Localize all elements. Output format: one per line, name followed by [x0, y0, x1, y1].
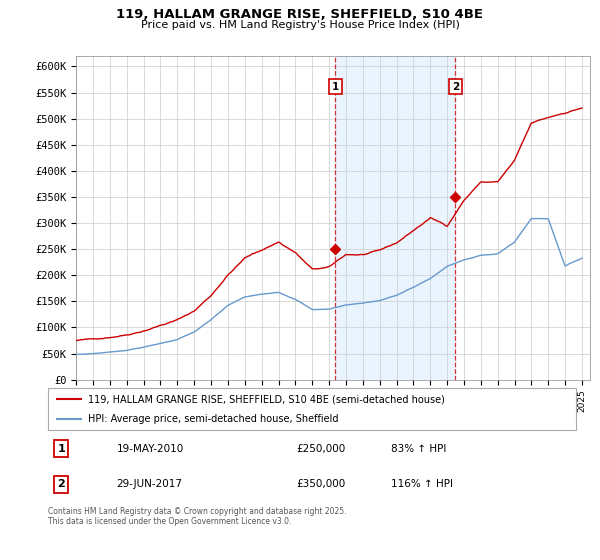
Text: Price paid vs. HM Land Registry's House Price Index (HPI): Price paid vs. HM Land Registry's House …: [140, 20, 460, 30]
Text: 1: 1: [332, 82, 339, 92]
Text: 2: 2: [452, 82, 459, 92]
Text: 119, HALLAM GRANGE RISE, SHEFFIELD, S10 4BE: 119, HALLAM GRANGE RISE, SHEFFIELD, S10 …: [116, 8, 484, 21]
Text: £250,000: £250,000: [296, 444, 346, 454]
Text: 116% ↑ HPI: 116% ↑ HPI: [391, 479, 453, 489]
Text: Contains HM Land Registry data © Crown copyright and database right 2025.
This d: Contains HM Land Registry data © Crown c…: [48, 507, 347, 526]
Text: 19-MAY-2010: 19-MAY-2010: [116, 444, 184, 454]
Text: 29-JUN-2017: 29-JUN-2017: [116, 479, 182, 489]
Text: £350,000: £350,000: [296, 479, 346, 489]
Text: 119, HALLAM GRANGE RISE, SHEFFIELD, S10 4BE (semi-detached house): 119, HALLAM GRANGE RISE, SHEFFIELD, S10 …: [88, 394, 445, 404]
Text: 83% ↑ HPI: 83% ↑ HPI: [391, 444, 446, 454]
Text: 2: 2: [58, 479, 65, 489]
Text: 1: 1: [58, 444, 65, 454]
Text: HPI: Average price, semi-detached house, Sheffield: HPI: Average price, semi-detached house,…: [88, 414, 338, 424]
Bar: [335, 56, 455, 380]
